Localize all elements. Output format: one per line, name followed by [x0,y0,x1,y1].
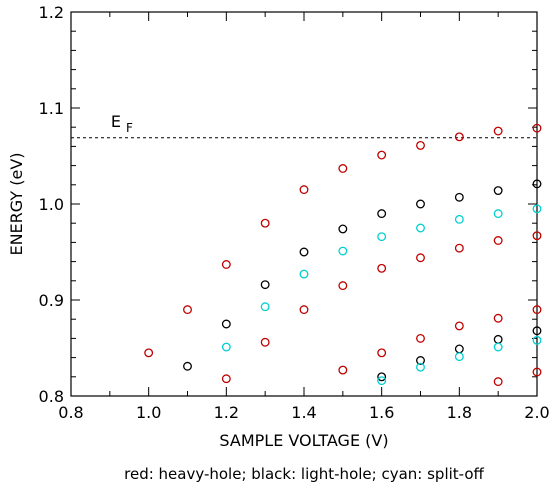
data-point [454,352,464,362]
plot-frame [70,11,538,397]
data-point [454,192,464,202]
fermi-level-label-main: E [111,112,121,131]
x-tick-labels: 0.8 1.0 1.2 1.4 1.6 1.8 2.0 [58,403,549,422]
data-point [377,376,387,386]
data-point [260,302,270,312]
data-points [144,123,542,387]
data-point [416,253,425,263]
data-point [221,260,231,269]
data-point [299,305,309,315]
data-point [377,209,387,219]
chart-caption: red: heavy-hole; black: light-hole; cyan… [124,465,484,483]
data-point [377,150,387,160]
data-point [144,348,154,358]
data-point [454,214,464,224]
data-point [377,232,387,242]
data-point [532,335,542,345]
y-tick-label: 1.0 [39,195,64,214]
data-point [493,186,503,196]
data-point [377,372,387,382]
data-point [493,126,503,136]
y-tick-label: 1.1 [39,99,64,118]
data-point [454,344,464,354]
data-point [338,281,348,291]
data-point [493,313,503,323]
data-point [299,247,309,257]
data-point [454,321,464,331]
data-point [416,362,425,372]
data-point [493,334,503,344]
data-point [532,204,542,214]
x-tick-label: 0.8 [58,403,83,422]
data-point [532,326,542,336]
data-point [454,132,464,142]
data-point [532,123,542,133]
x-tick-label: 2.0 [524,403,549,422]
data-point [493,377,503,387]
x-tick-label: 1.0 [136,403,161,422]
y-tick-label: 0.8 [39,387,64,406]
data-point [338,246,348,256]
data-point [493,236,503,245]
data-point [532,179,542,189]
data-point [532,305,542,315]
data-point [338,164,348,173]
fermi-level-label: E F [111,112,133,135]
data-point [299,269,309,279]
data-point [260,218,270,228]
x-tick-label: 1.2 [214,403,239,422]
y-tick-label: 0.9 [39,291,64,310]
data-point [260,280,270,290]
fermi-level-label-subscript: F [126,121,133,135]
data-point [532,231,542,241]
data-point [416,199,425,209]
axis-ticks [70,11,538,397]
data-point [299,185,309,195]
x-tick-label: 1.4 [291,403,316,422]
data-point [221,319,231,329]
data-point [377,263,387,273]
x-tick-label: 1.6 [369,403,394,422]
data-point [338,365,348,375]
x-tick-label: 1.8 [447,403,472,422]
data-point [416,333,425,343]
y-axis-label: ENERGY (eV) [7,152,26,255]
x-axis-label: SAMPLE VOLTAGE (V) [219,431,388,450]
data-point [183,361,192,371]
data-point [221,342,231,352]
data-point [493,209,503,219]
data-point [260,337,270,347]
data-point [377,348,387,358]
data-point [183,305,192,315]
data-point [338,224,348,234]
data-point [493,342,503,352]
data-point [416,223,425,233]
data-point [221,374,231,384]
y-tick-label: 1.2 [39,3,64,22]
data-point [532,367,542,377]
data-point [416,140,425,150]
data-point [454,243,464,253]
y-tick-labels: 0.8 0.9 1.0 1.1 1.2 [39,3,64,406]
data-point [416,356,425,365]
